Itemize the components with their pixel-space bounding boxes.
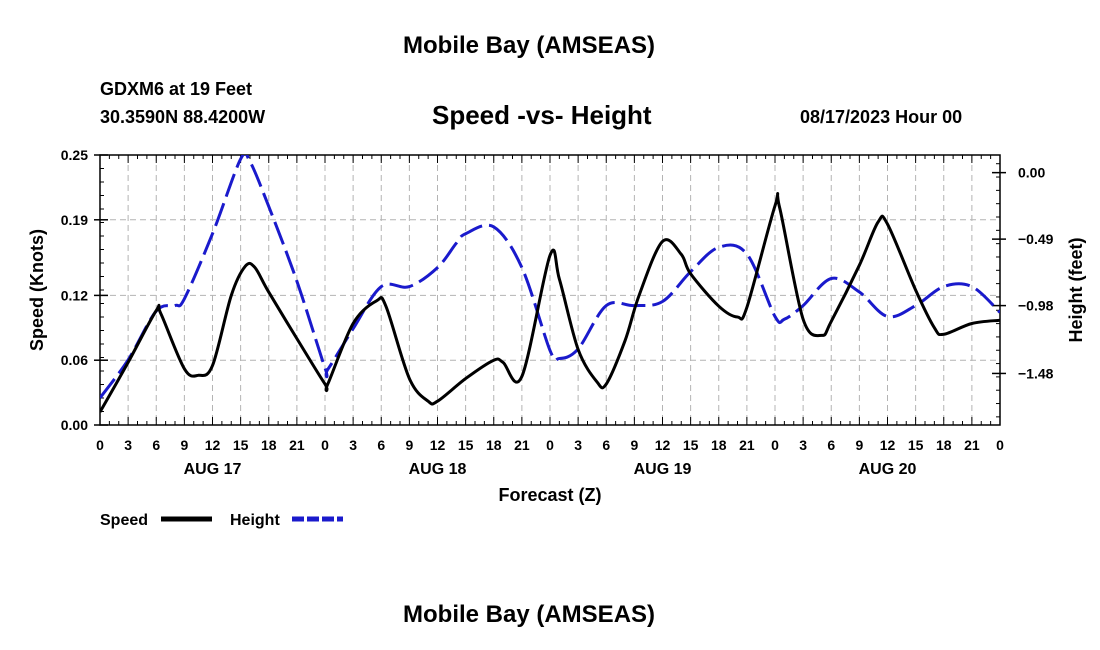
day-label: AUG 18 — [409, 461, 467, 478]
x-tick-label: 15 — [233, 437, 249, 453]
x-tick-label: 3 — [574, 437, 582, 453]
x-tick-label: 3 — [349, 437, 357, 453]
y2-axis-title: Height (feet) — [1066, 238, 1086, 343]
run-time-label: 08/17/2023 Hour 00 — [800, 107, 963, 127]
x-tick-label: 12 — [430, 437, 446, 453]
legend-height-label: Height — [230, 512, 280, 529]
y2-tick-label: −0.49 — [1018, 231, 1054, 247]
x-tick-label: 21 — [739, 437, 755, 453]
y-tick-label: 0.19 — [61, 212, 88, 228]
x-tick-label: 18 — [936, 437, 952, 453]
day-label: AUG 17 — [184, 461, 242, 478]
x-tick-label: 9 — [855, 437, 863, 453]
x-tick-label: 21 — [514, 437, 530, 453]
x-tick-label: 0 — [321, 437, 329, 453]
bottom-title: Mobile Bay (AMSEAS) — [403, 601, 656, 628]
height-series-line — [100, 155, 1000, 399]
x-tick-label: 6 — [152, 437, 160, 453]
x-tick-label: 18 — [261, 437, 277, 453]
day-label: AUG 19 — [634, 461, 692, 478]
x-tick-label: 3 — [799, 437, 807, 453]
x-tick-label: 12 — [880, 437, 896, 453]
x-tick-label: 15 — [908, 437, 924, 453]
x-tick-label: 0 — [996, 437, 1004, 453]
x-tick-label: 15 — [683, 437, 699, 453]
y-tick-label: 0.12 — [61, 287, 88, 303]
x-tick-label: 6 — [377, 437, 385, 453]
x-tick-label: 9 — [180, 437, 188, 453]
x-tick-label: 0 — [771, 437, 779, 453]
x-tick-label: 9 — [630, 437, 638, 453]
x-tick-label: 0 — [546, 437, 554, 453]
x-tick-label: 15 — [458, 437, 474, 453]
speed-series-line — [100, 192, 1000, 413]
y2-tick-label: −0.98 — [1018, 298, 1054, 314]
y-tick-label: 0.00 — [61, 417, 88, 433]
x-tick-label: 6 — [827, 437, 835, 453]
y-tick-label: 0.25 — [61, 147, 88, 163]
day-label: AUG 20 — [859, 461, 917, 478]
chart-title: Speed -vs- Height — [432, 100, 652, 130]
y2-tick-label: −1.48 — [1018, 365, 1054, 381]
x-tick-label: 18 — [486, 437, 502, 453]
legend-speed-label: Speed — [100, 512, 148, 529]
top-title: Mobile Bay (AMSEAS) — [403, 32, 656, 59]
y2-tick-label: 0.00 — [1018, 165, 1045, 181]
x-axis-title: Forecast (Z) — [498, 485, 601, 505]
x-tick-label: 12 — [205, 437, 221, 453]
y-tick-label: 0.06 — [61, 352, 88, 368]
x-tick-label: 12 — [655, 437, 671, 453]
x-tick-label: 6 — [602, 437, 610, 453]
x-tick-label: 21 — [964, 437, 980, 453]
x-tick-label: 0 — [96, 437, 104, 453]
location-label: 30.3590N 88.4200W — [100, 107, 266, 127]
x-tick-label: 3 — [124, 437, 132, 453]
x-tick-label: 21 — [289, 437, 305, 453]
x-tick-label: 18 — [711, 437, 727, 453]
station-label: GDXM6 at 19 Feet — [100, 79, 253, 99]
x-tick-label: 9 — [405, 437, 413, 453]
y-axis-title: Speed (Knots) — [27, 229, 47, 351]
